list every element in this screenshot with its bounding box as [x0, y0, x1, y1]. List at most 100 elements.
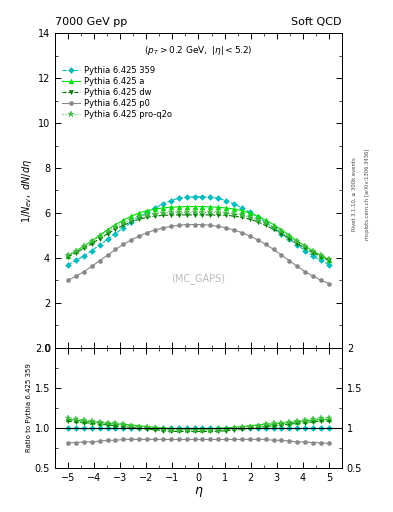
- Pythia 6.425 pro-q2o: [263, 220, 268, 226]
- Pythia 6.425 pro-q2o: [255, 217, 260, 223]
- Pythia 6.425 pro-q2o: [113, 224, 118, 230]
- Pythia 6.425 pro-q2o: [152, 210, 157, 217]
- Pythia 6.425 p0: [263, 241, 268, 247]
- Pythia 6.425 dw: [208, 212, 213, 218]
- Pythia 6.425 p0: [255, 237, 260, 243]
- Pythia 6.425 pro-q2o: [319, 252, 323, 258]
- Pythia 6.425 a: [295, 238, 299, 244]
- Pythia 6.425 pro-q2o: [145, 212, 149, 218]
- Pythia 6.425 dw: [192, 212, 197, 218]
- Pythia 6.425 p0: [319, 277, 323, 283]
- Pythia 6.425 pro-q2o: [208, 209, 213, 216]
- Pythia 6.425 pro-q2o: [90, 238, 94, 244]
- Pythia 6.425 a: [279, 227, 284, 233]
- Pythia 6.425 pro-q2o: [176, 209, 181, 216]
- Legend: Pythia 6.425 359, Pythia 6.425 a, Pythia 6.425 dw, Pythia 6.425 p0, Pythia 6.425: Pythia 6.425 359, Pythia 6.425 a, Pythia…: [62, 66, 172, 119]
- Pythia 6.425 359: [145, 209, 149, 216]
- Pythia 6.425 359: [73, 258, 78, 264]
- Pythia 6.425 pro-q2o: [105, 228, 110, 234]
- Text: $(p_T > 0.2\ \mathrm{GeV},\ |\eta| < 5.2)$: $(p_T > 0.2\ \mathrm{GeV},\ |\eta| < 5.2…: [144, 44, 253, 57]
- Pythia 6.425 pro-q2o: [81, 243, 86, 249]
- Pythia 6.425 pro-q2o: [295, 238, 299, 244]
- Pythia 6.425 a: [271, 222, 276, 228]
- Pythia 6.425 p0: [97, 258, 102, 264]
- Pythia 6.425 p0: [224, 225, 228, 231]
- Pythia 6.425 a: [97, 232, 102, 239]
- Pythia 6.425 p0: [105, 252, 110, 258]
- Pythia 6.425 a: [169, 204, 173, 210]
- Pythia 6.425 359: [152, 205, 157, 211]
- Pythia 6.425 p0: [208, 222, 213, 228]
- Pythia 6.425 359: [311, 253, 316, 259]
- Pythia 6.425 359: [231, 201, 236, 207]
- Pythia 6.425 a: [311, 248, 316, 254]
- Pythia 6.425 359: [192, 194, 197, 200]
- Pythia 6.425 359: [255, 214, 260, 220]
- Pythia 6.425 p0: [137, 233, 141, 239]
- Pythia 6.425 pro-q2o: [216, 209, 220, 216]
- Pythia 6.425 p0: [66, 277, 70, 283]
- Line: Pythia 6.425 p0: Pythia 6.425 p0: [66, 223, 331, 286]
- Pythia 6.425 dw: [97, 236, 102, 242]
- Pythia 6.425 a: [152, 206, 157, 212]
- Pythia 6.425 p0: [295, 263, 299, 269]
- Pythia 6.425 359: [271, 225, 276, 231]
- Pythia 6.425 359: [240, 205, 244, 211]
- Pythia 6.425 dw: [279, 231, 284, 237]
- Pythia 6.425 a: [176, 204, 181, 210]
- Pythia 6.425 dw: [81, 245, 86, 251]
- Pythia 6.425 pro-q2o: [169, 209, 173, 216]
- Pythia 6.425 a: [73, 248, 78, 254]
- Pythia 6.425 359: [319, 258, 323, 264]
- Text: (MC_GAPS): (MC_GAPS): [171, 273, 226, 284]
- Pythia 6.425 359: [200, 194, 205, 200]
- Pythia 6.425 pro-q2o: [66, 252, 70, 258]
- Pythia 6.425 dw: [105, 231, 110, 237]
- Y-axis label: Ratio to Pythia 6.425 359: Ratio to Pythia 6.425 359: [26, 364, 32, 453]
- Pythia 6.425 a: [137, 210, 141, 216]
- Pythia 6.425 pro-q2o: [192, 209, 197, 216]
- Pythia 6.425 p0: [81, 269, 86, 275]
- Pythia 6.425 a: [121, 217, 126, 223]
- Pythia 6.425 a: [192, 204, 197, 210]
- Pythia 6.425 359: [90, 247, 94, 253]
- Pythia 6.425 dw: [263, 222, 268, 228]
- Pythia 6.425 pro-q2o: [200, 209, 205, 216]
- Pythia 6.425 a: [327, 257, 331, 263]
- Pythia 6.425 pro-q2o: [129, 217, 134, 223]
- Pythia 6.425 pro-q2o: [327, 256, 331, 262]
- Pythia 6.425 dw: [311, 250, 316, 256]
- Pythia 6.425 a: [255, 213, 260, 219]
- Pythia 6.425 p0: [200, 222, 205, 228]
- Line: Pythia 6.425 pro-q2o: Pythia 6.425 pro-q2o: [65, 209, 332, 262]
- Pythia 6.425 a: [303, 243, 307, 249]
- Pythia 6.425 p0: [152, 227, 157, 233]
- Pythia 6.425 dw: [295, 241, 299, 247]
- Pythia 6.425 dw: [176, 212, 181, 218]
- Pythia 6.425 a: [216, 204, 220, 210]
- Pythia 6.425 dw: [240, 215, 244, 221]
- Pythia 6.425 p0: [90, 263, 94, 269]
- Pythia 6.425 p0: [231, 227, 236, 233]
- Pythia 6.425 p0: [216, 223, 220, 229]
- Pythia 6.425 359: [105, 237, 110, 243]
- Pythia 6.425 dw: [216, 212, 220, 218]
- Pythia 6.425 dw: [161, 212, 165, 219]
- Pythia 6.425 a: [231, 206, 236, 212]
- Pythia 6.425 dw: [319, 253, 323, 260]
- Pythia 6.425 dw: [231, 213, 236, 219]
- Pythia 6.425 359: [113, 230, 118, 237]
- Pythia 6.425 p0: [303, 269, 307, 275]
- Pythia 6.425 p0: [287, 258, 292, 264]
- Pythia 6.425 a: [184, 204, 189, 210]
- Pythia 6.425 pro-q2o: [240, 212, 244, 218]
- Pythia 6.425 a: [66, 252, 70, 259]
- Pythia 6.425 dw: [90, 241, 94, 247]
- Pythia 6.425 dw: [66, 253, 70, 260]
- Pythia 6.425 p0: [113, 246, 118, 252]
- Pythia 6.425 p0: [184, 222, 189, 228]
- Pythia 6.425 dw: [145, 215, 149, 221]
- Pythia 6.425 a: [105, 227, 110, 233]
- Pythia 6.425 359: [129, 219, 134, 225]
- Text: Rivet 3.1.10, ≥ 300k events: Rivet 3.1.10, ≥ 300k events: [352, 158, 357, 231]
